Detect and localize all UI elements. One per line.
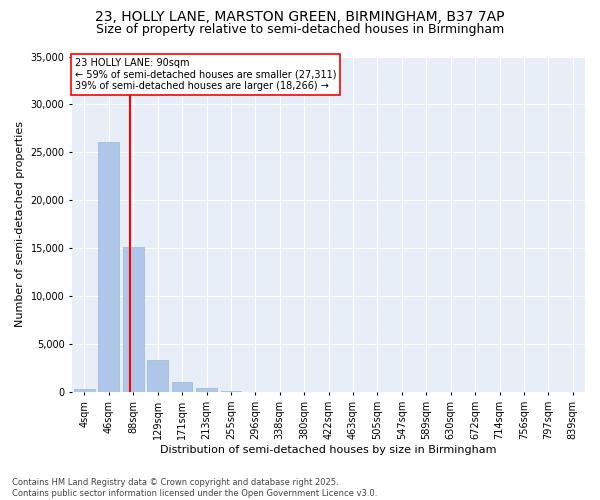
Bar	[172, 382, 193, 392]
Bar	[221, 391, 241, 392]
Bar	[123, 247, 143, 392]
Bar	[196, 388, 217, 392]
Y-axis label: Number of semi-detached properties: Number of semi-detached properties	[15, 122, 25, 328]
X-axis label: Distribution of semi-detached houses by size in Birmingham: Distribution of semi-detached houses by …	[160, 445, 497, 455]
Text: 23, HOLLY LANE, MARSTON GREEN, BIRMINGHAM, B37 7AP: 23, HOLLY LANE, MARSTON GREEN, BIRMINGHA…	[95, 10, 505, 24]
Text: Contains HM Land Registry data © Crown copyright and database right 2025.
Contai: Contains HM Land Registry data © Crown c…	[12, 478, 377, 498]
Text: 23 HOLLY LANE: 90sqm
← 59% of semi-detached houses are smaller (27,311)
39% of s: 23 HOLLY LANE: 90sqm ← 59% of semi-detac…	[75, 58, 336, 92]
Bar	[98, 142, 119, 393]
Bar	[74, 389, 95, 392]
Bar	[147, 360, 168, 392]
Text: Size of property relative to semi-detached houses in Birmingham: Size of property relative to semi-detach…	[96, 22, 504, 36]
